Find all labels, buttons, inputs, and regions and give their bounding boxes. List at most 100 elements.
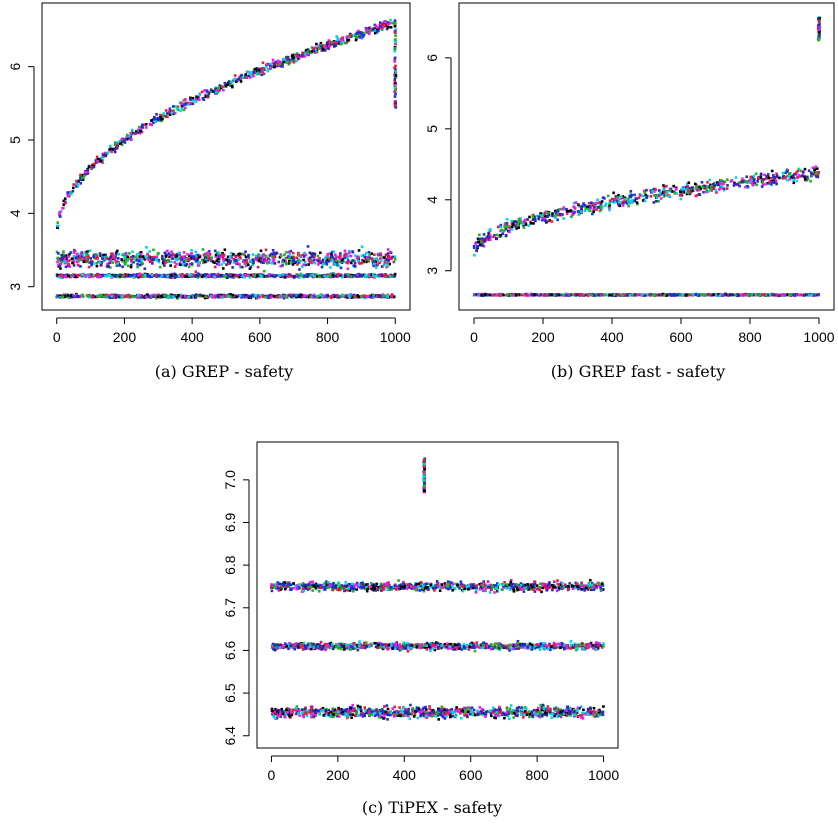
scatter-point	[531, 215, 535, 218]
scatter-point	[182, 103, 185, 107]
scatter-point	[685, 182, 689, 186]
scatter-point	[386, 248, 390, 251]
scatter-point	[691, 189, 695, 192]
scatter-point	[535, 214, 539, 218]
scatter-point	[119, 273, 122, 277]
scatter-point	[266, 275, 269, 278]
scatter-point	[813, 168, 817, 172]
scatter-point	[198, 293, 202, 297]
scatter-point	[339, 252, 342, 255]
scatter-point	[364, 26, 368, 30]
scatter-point	[550, 220, 554, 223]
scatter-point	[75, 294, 79, 298]
scatter-point	[245, 295, 248, 299]
scatter-point	[204, 252, 208, 256]
scatter-point	[235, 79, 239, 83]
scatter-point	[358, 35, 361, 39]
scatter-point	[368, 254, 371, 257]
scatter-point	[94, 159, 98, 162]
scatter-point	[153, 117, 157, 120]
scatter-point	[273, 262, 277, 265]
scatter-point	[510, 294, 513, 297]
scatter-point	[598, 201, 601, 204]
scatter-point	[643, 191, 646, 194]
scatter-point	[315, 48, 319, 51]
scatter-point	[655, 196, 659, 199]
scatter-point	[155, 296, 158, 300]
scatter-point	[303, 294, 307, 298]
scatter-point	[482, 244, 486, 248]
scatter-point	[769, 176, 773, 180]
scatter-point	[297, 53, 301, 57]
scatter-point	[217, 254, 221, 258]
scatter-point	[106, 151, 110, 155]
scatter-point	[479, 243, 482, 247]
scatter-point	[282, 60, 286, 64]
scatter-point	[769, 182, 773, 186]
scatter-point	[543, 212, 547, 215]
scatter-point	[652, 201, 656, 204]
scatter-point	[116, 141, 120, 144]
scatter-point	[108, 261, 112, 265]
scatter-point	[316, 294, 320, 298]
scatter-point	[273, 62, 276, 66]
scatter-point	[740, 293, 743, 297]
scatter-point	[663, 186, 666, 189]
scatter-point	[81, 274, 85, 278]
scatter-point	[343, 249, 347, 253]
scatter-point	[119, 142, 122, 145]
scatter-point	[360, 295, 364, 298]
scatter-point	[90, 263, 93, 267]
scatter-point	[92, 165, 95, 169]
scatter-point	[561, 293, 565, 297]
scatter-point	[179, 109, 182, 113]
scatter-point	[503, 225, 507, 229]
scatter-point	[154, 117, 158, 121]
scatter-point	[79, 182, 83, 185]
scatter-point	[223, 81, 227, 85]
scatter-point	[79, 265, 82, 268]
scatter-point	[577, 213, 581, 216]
scatter-point	[180, 258, 183, 261]
scatter-point	[705, 185, 709, 189]
scatter-point	[381, 293, 385, 296]
scatter-point	[336, 263, 339, 267]
scatter-point	[744, 185, 747, 189]
scatter-point	[106, 262, 109, 266]
scatter-point	[71, 274, 75, 278]
scatter-point	[486, 293, 489, 297]
scatter-point	[65, 255, 68, 259]
scatter-point	[182, 260, 186, 264]
scatter-point	[702, 190, 705, 194]
scatter-point	[321, 274, 324, 277]
scatter-point	[214, 255, 218, 258]
scatter-point	[182, 251, 186, 254]
scatter-point	[310, 50, 314, 53]
scatter-point	[82, 176, 86, 179]
scatter-point	[695, 185, 699, 189]
scatter-point	[583, 204, 587, 207]
scatter-point	[312, 47, 315, 50]
scatter-point	[207, 250, 211, 253]
scatter-point	[688, 186, 692, 190]
scatter-point	[118, 264, 122, 267]
data-points	[55, 18, 398, 300]
scatter-point	[159, 295, 163, 298]
scatter-point	[547, 214, 551, 217]
scatter-point	[763, 173, 766, 177]
scatter-point	[230, 295, 233, 298]
scatter-point	[367, 258, 370, 261]
scatter-point	[261, 254, 265, 258]
scatter-point	[514, 223, 518, 227]
scatter-point	[719, 185, 722, 188]
scatter-point	[87, 255, 90, 259]
scatter-point	[265, 65, 268, 69]
scatter-point	[251, 273, 255, 276]
scatter-point	[144, 256, 148, 259]
scatter-point	[211, 295, 215, 298]
scatter-point	[354, 34, 357, 38]
scatter-point	[265, 295, 269, 298]
scatter-point	[759, 176, 763, 179]
scatter-point	[308, 251, 312, 255]
scatter-point	[143, 257, 146, 260]
